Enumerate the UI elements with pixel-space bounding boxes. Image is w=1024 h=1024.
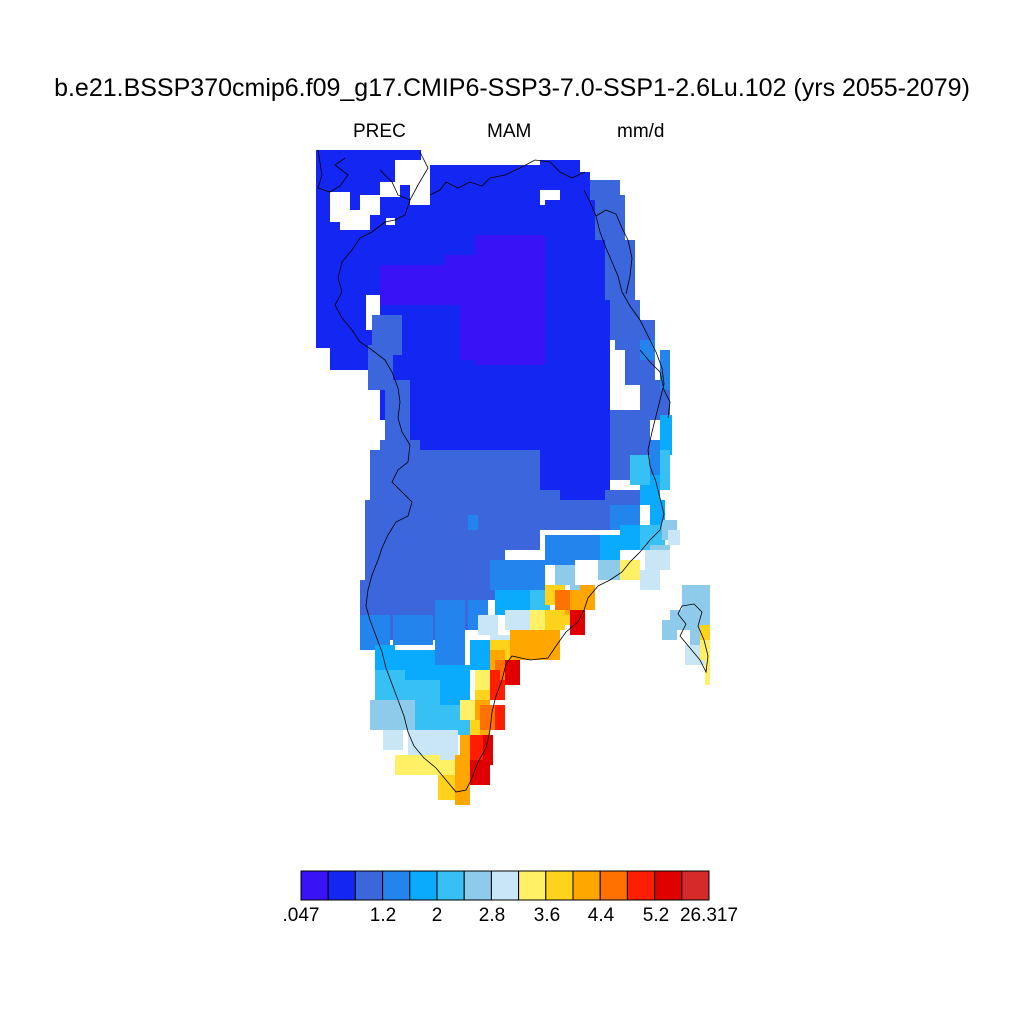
colorbar-tick-label: 4.4 — [587, 905, 615, 926]
map-cell — [620, 525, 640, 550]
colorbar-tick-label: 5.2 — [642, 905, 670, 926]
map-cell — [700, 625, 710, 640]
map-cell — [555, 565, 575, 585]
no-data-gap — [360, 195, 380, 215]
map-cell — [383, 730, 403, 750]
map-cell — [530, 610, 545, 630]
map-cell — [645, 550, 670, 570]
colorbar-box — [354, 870, 384, 901]
season-label: MAM — [487, 121, 532, 142]
map-cell — [495, 705, 505, 730]
map-cell — [668, 530, 680, 545]
colorbar-box — [518, 870, 547, 901]
map-cell — [662, 620, 677, 640]
map-cell — [630, 455, 650, 485]
map-cell — [483, 735, 493, 765]
variable-label: PREC — [353, 121, 406, 142]
map-cell — [660, 350, 670, 390]
no-data-gap — [540, 150, 560, 160]
no-data-gap — [410, 175, 430, 205]
map-cell — [560, 500, 610, 530]
colorbar-box — [654, 870, 683, 901]
map-cell — [478, 615, 498, 635]
map-cell — [700, 640, 710, 660]
map-cell — [390, 500, 420, 540]
map-cell — [395, 755, 440, 775]
colorbar-box — [572, 870, 601, 901]
map-cell — [555, 590, 570, 610]
map-cell — [640, 570, 660, 590]
colorbar-tick-label: 2 — [431, 905, 443, 926]
map-cell — [435, 665, 470, 705]
map-cell — [470, 760, 490, 785]
map-cell — [682, 585, 710, 630]
no-data-gap — [380, 182, 400, 197]
colorbar-tick-label: 3.6 — [533, 905, 561, 926]
colorbar-box — [626, 870, 656, 901]
colorbar-box — [681, 870, 710, 901]
map-cell — [440, 480, 520, 530]
map-cell — [475, 670, 490, 690]
colorbar-box — [436, 870, 465, 901]
map-cell — [600, 535, 620, 560]
map-cell — [445, 255, 475, 305]
colorbar-tick-label: 26.317 — [679, 905, 739, 926]
map-cell — [660, 415, 672, 455]
map-cell — [650, 500, 665, 525]
no-data-gap — [495, 150, 540, 165]
map-cell — [505, 660, 520, 685]
map-cell — [316, 240, 366, 280]
colorbar-box — [327, 870, 356, 901]
colorbar-box — [463, 870, 492, 901]
map-cell — [520, 490, 560, 530]
colorbar-box — [382, 870, 411, 901]
map-cell — [510, 630, 560, 660]
map-cell — [660, 450, 670, 490]
map-cell — [705, 660, 710, 685]
map-cell — [460, 700, 475, 720]
colorbar-box — [300, 870, 329, 901]
map-cell — [545, 535, 575, 565]
colorbar-box — [490, 870, 520, 901]
coastline — [317, 149, 709, 793]
map-cell — [393, 615, 433, 645]
colorbar-tick-label: 1.2 — [369, 905, 397, 926]
plot-title: b.e21.BSSP370cmip6.f09_g17.CMIP6-SSP3-7.… — [54, 74, 970, 102]
map-cell — [470, 735, 485, 765]
colorbar-box — [409, 870, 438, 901]
map-cell — [490, 670, 500, 685]
map-cell — [385, 380, 410, 440]
no-data-gap — [425, 150, 495, 165]
map-cell — [480, 705, 495, 730]
map-cell — [375, 670, 405, 700]
map-cell — [468, 515, 478, 530]
map-cell — [375, 645, 395, 670]
map-cells — [316, 150, 710, 805]
colorbar-tick-label: .047 — [282, 905, 320, 926]
colorbar-box — [599, 870, 628, 901]
map-cell — [435, 600, 465, 665]
colorbar-tick-label: 2.8 — [478, 905, 506, 926]
map-cell — [395, 700, 415, 730]
map-cell — [460, 300, 540, 360]
map-cell — [620, 560, 640, 580]
colorbar-box — [545, 870, 574, 901]
map-cell — [580, 585, 595, 610]
map-cell — [490, 560, 545, 590]
map-cell — [630, 420, 650, 460]
map-cell — [455, 780, 470, 805]
units-label: mm/d — [617, 121, 665, 142]
map-cell — [505, 610, 530, 630]
